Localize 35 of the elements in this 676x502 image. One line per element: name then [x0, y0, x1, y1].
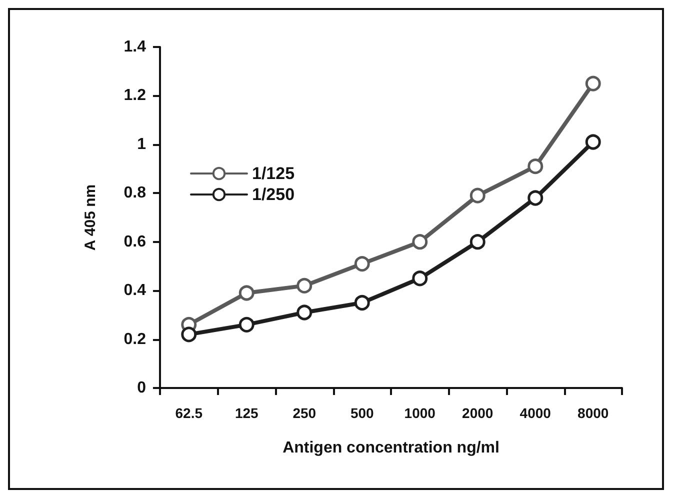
- legend-label: 1/125: [252, 164, 295, 183]
- y-tick-label: 0.2: [124, 330, 146, 348]
- x-tick-label: 1000: [404, 405, 436, 421]
- y-tick-label: 1.2: [124, 87, 146, 104]
- point: [470, 234, 486, 250]
- legend-label: 1/250: [252, 185, 295, 204]
- x-tick-label: 4000: [520, 405, 552, 421]
- x-tick-label: 62.5: [175, 405, 203, 421]
- point: [412, 270, 428, 286]
- y-axis-title: A 405 nm: [82, 184, 99, 251]
- y-tick-label: 0.8: [124, 184, 146, 202]
- x-tick-label: 2000: [462, 405, 494, 421]
- point: [412, 234, 428, 250]
- x-tick-label: 250: [292, 405, 316, 421]
- x-tick-label: 500: [350, 405, 374, 421]
- point: [181, 326, 197, 342]
- point: [238, 285, 254, 301]
- y-tick-label: 1.4: [124, 38, 146, 56]
- point: [585, 76, 601, 92]
- x-axis-title: Antigen concentration ng/ml: [282, 440, 500, 456]
- point: [354, 295, 370, 310]
- point: [354, 256, 370, 272]
- y-tick-label: 1: [137, 136, 146, 153]
- point: [528, 190, 544, 206]
- point: [296, 304, 312, 320]
- y-tick-label: 0.4: [124, 282, 146, 300]
- point: [470, 188, 486, 204]
- y-tick-label: 0: [137, 380, 146, 396]
- x-tick-label: 125: [234, 405, 259, 421]
- point: [296, 278, 312, 294]
- point: [585, 134, 601, 150]
- point: [238, 316, 254, 332]
- point: [528, 158, 544, 174]
- y-tick-label: 0.6: [124, 233, 146, 250]
- x-tick-label: 8000: [578, 405, 609, 421]
